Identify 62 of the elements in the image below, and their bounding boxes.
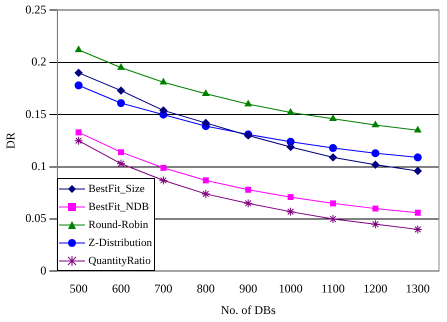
point: [74, 81, 83, 90]
point: [202, 118, 210, 127]
point: [288, 194, 294, 200]
x-tick-label: 1200: [363, 282, 388, 296]
x-tick-label: 900: [239, 282, 258, 296]
point: [286, 142, 295, 151]
point: [286, 207, 296, 216]
point: [117, 86, 125, 95]
x-tick-label: 1300: [406, 282, 430, 296]
y-tick-label: 0.1: [31, 158, 46, 173]
legend-label: QuantityRatio: [88, 255, 151, 268]
y-tick-label: 0: [40, 263, 46, 278]
point: [414, 153, 422, 162]
point: [371, 160, 380, 169]
x-tick-label: 1000: [278, 282, 303, 296]
point: [372, 121, 379, 128]
point: [329, 153, 337, 162]
y-tick-label: 0.25: [25, 2, 46, 16]
point: [118, 149, 124, 156]
x-tick-label: 800: [196, 282, 215, 296]
point: [287, 108, 294, 115]
point: [74, 68, 83, 77]
point: [159, 106, 168, 114]
point: [414, 126, 422, 133]
x-tick-label: 600: [112, 282, 130, 296]
point: [372, 206, 378, 212]
point: [413, 224, 422, 234]
point: [329, 144, 337, 152]
x-tick-label: 1100: [321, 282, 345, 296]
point: [160, 164, 166, 171]
y-tick-label: 0.05: [25, 211, 46, 226]
legend-label: Z-Distribution: [88, 237, 152, 250]
point: [117, 64, 125, 70]
point: [328, 214, 338, 224]
legend-label: Round-Robin: [88, 219, 148, 232]
point: [75, 46, 82, 52]
point: [202, 177, 209, 184]
point: [158, 176, 168, 185]
point: [370, 220, 380, 229]
y-tick-label: 0.2: [31, 54, 46, 69]
point: [202, 90, 210, 96]
x-tick-label: 500: [70, 282, 88, 296]
y-axis-title: DR: [3, 132, 18, 150]
x-tick-label: 700: [154, 282, 172, 296]
point: [116, 159, 126, 168]
legend-label: BestFit_Size: [88, 183, 145, 196]
point: [117, 99, 125, 108]
point: [245, 186, 252, 193]
point: [330, 200, 336, 206]
point: [74, 136, 84, 146]
point: [329, 114, 337, 122]
legend-label: BestFit_NDB: [88, 201, 149, 214]
point: [76, 129, 82, 136]
point: [414, 210, 421, 216]
x-axis-title: No. of DBs: [220, 302, 276, 317]
point: [371, 149, 380, 158]
point: [244, 198, 253, 208]
point: [160, 78, 167, 84]
point: [414, 166, 422, 175]
y-tick-label: 0.15: [25, 106, 46, 121]
point: [244, 100, 252, 106]
point: [201, 189, 210, 198]
